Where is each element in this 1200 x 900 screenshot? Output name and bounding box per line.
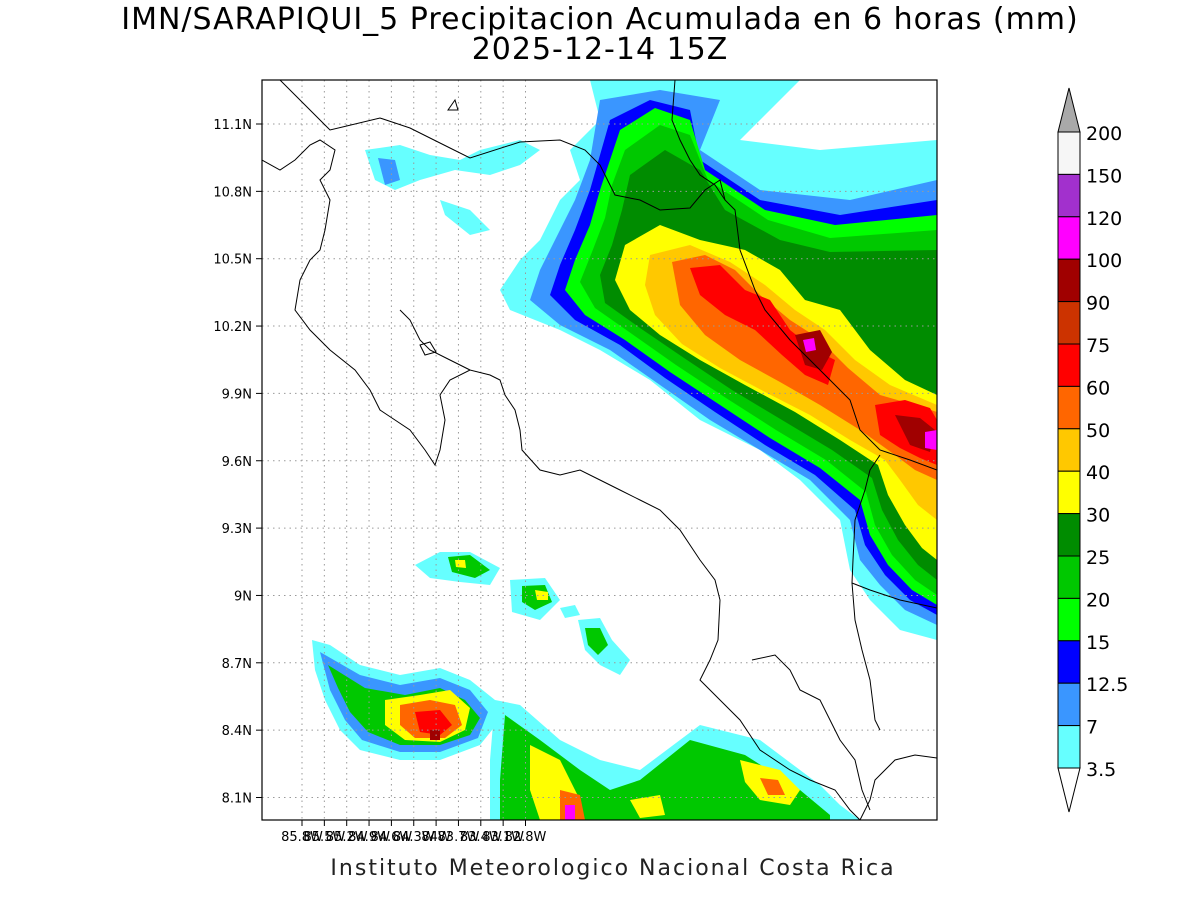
colorbar-under-triangle: [1057, 767, 1081, 813]
coastline-border-lines: [262, 80, 937, 820]
lat-tick-label: 10.5N: [213, 253, 252, 268]
lon-tick-label: 85.8W: [281, 830, 323, 845]
golfo-dulce-coast: [751, 654, 871, 811]
lat-tick-label: 11.1N: [213, 118, 252, 133]
central-precip-cells: [415, 552, 630, 675]
burica-coast: [859, 754, 937, 820]
nicaragua-border: [279, 80, 937, 471]
colorbar-swatch: [1057, 385, 1081, 430]
colorbar-level-label: 200: [1086, 123, 1122, 145]
panama-border: [851, 454, 937, 609]
colorbar-over-triangle: [1057, 87, 1081, 133]
chiriqui-coast: [851, 582, 881, 731]
lat-tick-label: 8.1N: [222, 792, 252, 807]
colorbar-level-label: 15: [1086, 632, 1110, 654]
islet-chira: [419, 341, 437, 356]
colorbar-swatch: [1057, 640, 1081, 684]
lat-tick-label: 9.9N: [222, 387, 252, 402]
colorbar-swatch: [1057, 725, 1081, 769]
colorbar-swatch: [1057, 258, 1081, 303]
map-frame: [261, 79, 938, 821]
nicoya-gulf-coast: [399, 309, 471, 371]
colorbar-level-label: 25: [1086, 547, 1110, 569]
colorbar-swatch: [1057, 173, 1081, 218]
colorbar-level-label: 50: [1086, 420, 1110, 442]
credit-footer: Instituto Meteorologico Nacional Costa R…: [330, 856, 896, 881]
caribbean-coast: [671, 80, 726, 201]
colorbar-swatch: [1057, 343, 1081, 387]
precipitation-colorbar: [1057, 87, 1081, 813]
lon-tick-label: 82.8W: [505, 830, 547, 845]
colorbar-level-label: 40: [1086, 462, 1110, 484]
lat-tick-label: 8.4N: [222, 724, 252, 739]
chart-subtitle-datetime: 2025-12-14 15Z: [471, 32, 729, 67]
lat-tick-label: 9.6N: [222, 455, 252, 470]
colorbar-swatch: [1057, 513, 1081, 557]
colorbar-swatch: [1057, 682, 1081, 727]
colorbar-level-label: 120: [1086, 208, 1122, 230]
precipitation-field: [312, 80, 937, 820]
colorbar-level-label: 30: [1086, 505, 1110, 527]
colorbar-swatch: [1057, 428, 1081, 472]
lat-tick-label: 9.3N: [222, 522, 252, 537]
lat-tick-label: 9N: [234, 589, 252, 604]
colorbar-swatch: [1057, 301, 1081, 345]
lat-tick-label: 8.7N: [222, 657, 252, 672]
colorbar-swatch: [1057, 216, 1081, 260]
lon-tick-label: 83.7W: [438, 830, 480, 845]
longitude-tick-labels: 85.8W85.5W85.2W84.9W84.6W84.3W84W83.7W83…: [281, 820, 547, 845]
lon-tick-label: 84.9W: [348, 830, 390, 845]
colorbar-level-label: 12.5: [1086, 674, 1128, 696]
colorbar-level-label: 75: [1086, 335, 1110, 357]
lon-tick-label: 83.4W: [460, 830, 502, 845]
colorbar-level-label: 20: [1086, 589, 1110, 611]
colorbar-swatch: [1057, 555, 1081, 599]
pacific-coast: [262, 139, 861, 820]
lat-lon-grid: [262, 80, 937, 820]
colorbar-level-label: 7: [1086, 717, 1098, 739]
colorbar-swatch: [1057, 597, 1081, 642]
lon-tick-label: 83.1W: [482, 830, 524, 845]
lon-tick-label: 84.3W: [393, 830, 435, 845]
lon-tick-label: 85.2W: [326, 830, 368, 845]
colorbar-level-label: 90: [1086, 293, 1110, 315]
latitude-tick-labels: 11.1N 10.8N 10.5N 10.2N 9.9N 9.6N 9.3N 9N 8.7N 8.…: [213, 118, 262, 807]
colorbar-level-label: 100: [1086, 250, 1122, 272]
colorbar-level-label: 60: [1086, 377, 1110, 399]
colorbar-labels: 200 150 120 100 90 75 60 50 40 30 25 20 15 12.5 7 3.5: [1086, 123, 1128, 781]
chart-title: IMN/SARAPIQUI_5 Precipitacion Acumulada …: [121, 2, 1079, 37]
colorbar-level-label: 150: [1086, 165, 1122, 187]
islet-nicaragua-lake: [447, 98, 459, 111]
colorbar-level-label: 3.5: [1086, 759, 1116, 781]
colorbar-swatch: [1057, 470, 1081, 515]
colorbar-swatch: [1057, 131, 1081, 175]
lat-tick-label: 10.8N: [213, 185, 252, 200]
caribbean-precip-band: [365, 80, 937, 640]
southern-precip-cells: [312, 640, 860, 820]
lat-tick-label: 10.2N: [213, 320, 252, 335]
lon-tick-label: 84.6W: [370, 830, 412, 845]
lon-tick-label: 85.5W: [303, 830, 345, 845]
lon-tick-label: 84W: [421, 830, 451, 845]
